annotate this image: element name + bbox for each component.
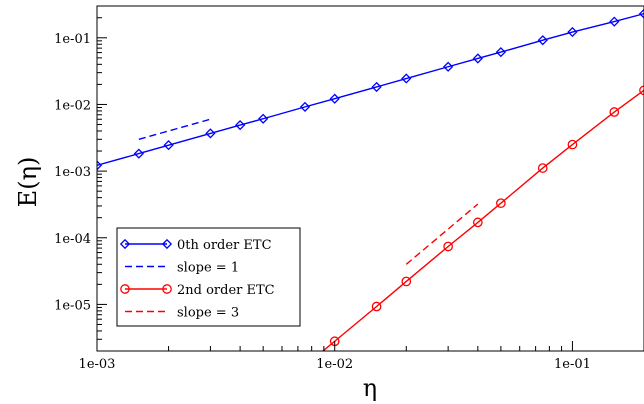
data-point: [567, 139, 578, 150]
series-line: [138, 118, 211, 140]
x-tick-label: 1e-03: [79, 357, 116, 372]
data-point: [472, 217, 483, 228]
series-0: [97, 8, 644, 171]
data-point: [567, 26, 578, 38]
legend-label: 2nd order ETC: [177, 283, 275, 298]
data-point: [609, 107, 620, 117]
data-point: [371, 301, 382, 312]
series-line: [97, 13, 644, 167]
data-point: [133, 148, 144, 159]
data-point: [205, 128, 216, 139]
data-point: [496, 198, 506, 209]
plot-frame: [96, 5, 644, 352]
data-point: [609, 16, 620, 27]
series-line: [405, 203, 479, 265]
x-axis-title: η: [363, 374, 377, 402]
data-point: [235, 119, 246, 131]
y-axis-title: E(η): [14, 157, 42, 208]
y-axis: 1e-05 1e-04 1e-03 1e-02 1e-01: [54, 17, 107, 352]
legend-item: slope = 1: [125, 261, 239, 276]
legend: 0th order ETC slope = 1 2nd order ETC slope…: [116, 227, 301, 327]
series-2: [301, 85, 644, 370]
y-tick-label: 1e-01: [54, 32, 91, 47]
legend-item: slope = 3: [125, 306, 239, 321]
y-tick-label: 1e-04: [54, 232, 91, 247]
legend-item: 0th order ETC: [119, 238, 272, 253]
data-point: [472, 53, 483, 64]
data-point: [443, 61, 454, 72]
data-point: [401, 276, 412, 287]
y-tick-label: 1e-02: [54, 98, 91, 113]
data-point: [537, 35, 548, 46]
data-point: [495, 46, 506, 58]
data-point: [301, 362, 309, 370]
data-point: [299, 101, 311, 112]
data-point: [401, 73, 412, 84]
series-3: [405, 203, 479, 265]
x-tick-label: 1e-02: [316, 357, 353, 372]
data-point: [163, 140, 174, 151]
legend-marker: [161, 238, 173, 250]
data-point: [638, 8, 644, 19]
data-point: [537, 163, 548, 173]
legend-label: slope = 3: [177, 306, 239, 321]
series-1: [138, 118, 211, 140]
legend-label: 0th order ETC: [177, 238, 272, 253]
x-axis: 1e-03 1e-02 1e-01: [79, 341, 644, 372]
plot-area: [97, 8, 644, 370]
legend-marker: [162, 284, 172, 294]
data-point: [258, 113, 269, 124]
legend-label: slope = 1: [177, 261, 239, 276]
legend-item: 2nd order ETC: [120, 283, 275, 298]
y-tick-label: 1e-03: [54, 165, 91, 180]
legend-marker: [120, 284, 130, 294]
data-point: [97, 160, 103, 171]
series-line: [321, 89, 644, 351]
data-point: [329, 93, 340, 104]
x-tick-label: 1e-01: [554, 357, 591, 372]
legend-marker: [119, 238, 131, 250]
y-tick-label: 1e-05: [54, 298, 91, 313]
data-point: [371, 81, 382, 93]
data-point: [443, 241, 453, 252]
